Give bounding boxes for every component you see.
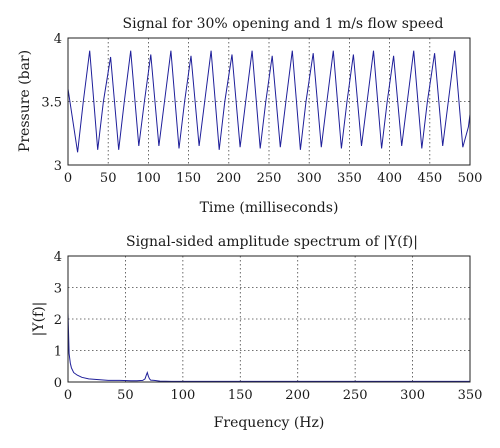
x-tick-labels: 0 50 100 150 200 250 300 350	[64, 388, 483, 403]
x-tick-label: 250	[343, 388, 368, 403]
grid	[68, 38, 470, 165]
x-tick-labels: 0 50 100 150 200 250 300 350 400 450 500	[64, 171, 483, 186]
series-line	[67, 312, 470, 382]
x-tick-label: 50	[117, 388, 134, 403]
y-tick-label: 2	[54, 313, 62, 328]
y-tick-label: 4	[54, 250, 62, 265]
y-tick-label: 4	[54, 32, 62, 47]
x-axis-label: Frequency (Hz)	[214, 415, 325, 431]
x-tick-label: 300	[400, 388, 425, 403]
series-line	[67, 50, 471, 153]
y-tick-labels: 0 1 2 3 4	[54, 250, 62, 391]
x-tick-label: 100	[170, 388, 195, 403]
x-tick-label: 0	[64, 388, 72, 403]
y-tick-label: 3	[54, 159, 62, 174]
y-tick-label: 1	[54, 345, 62, 360]
grid	[68, 256, 470, 382]
x-tick-label: 300	[297, 171, 322, 186]
x-tick-label: 150	[176, 171, 201, 186]
y-tick-labels: 33.54	[41, 32, 62, 174]
plot-frame	[67, 37, 471, 166]
x-tick-label: 500	[458, 171, 483, 186]
x-tick-label: 100	[136, 171, 161, 186]
x-tick-label: 400	[377, 171, 402, 186]
x-axis-label: Time (milliseconds)	[200, 200, 339, 216]
plot-frame	[67, 255, 471, 383]
y-axis-label: Pressure (bar)	[17, 50, 33, 152]
chart-title: Signal-sided amplitude spectrum of |Y(f)…	[126, 234, 418, 250]
y-axis-label: |Y(f)|	[31, 302, 47, 337]
x-tick-label: 350	[458, 388, 483, 403]
x-tick-label: 450	[417, 171, 442, 186]
x-tick-label: 200	[285, 388, 310, 403]
x-tick-label: 350	[337, 171, 362, 186]
y-tick-label: 3	[54, 282, 62, 297]
x-tick-label: 50	[100, 171, 117, 186]
panel-amplitude-spectrum: Signal-sided amplitude spectrum of |Y(f)…	[31, 234, 482, 431]
panel-time-signal: Signal for 30% opening and 1 m/s flow sp…	[17, 16, 482, 216]
chart-title: Signal for 30% opening and 1 m/s flow sp…	[123, 16, 444, 32]
x-tick-label: 200	[216, 171, 241, 186]
x-tick-label: 0	[64, 171, 72, 186]
x-tick-label: 150	[228, 388, 253, 403]
y-tick-label: 3.5	[41, 96, 62, 111]
x-tick-label: 250	[257, 171, 282, 186]
y-tick-label: 0	[54, 376, 62, 391]
